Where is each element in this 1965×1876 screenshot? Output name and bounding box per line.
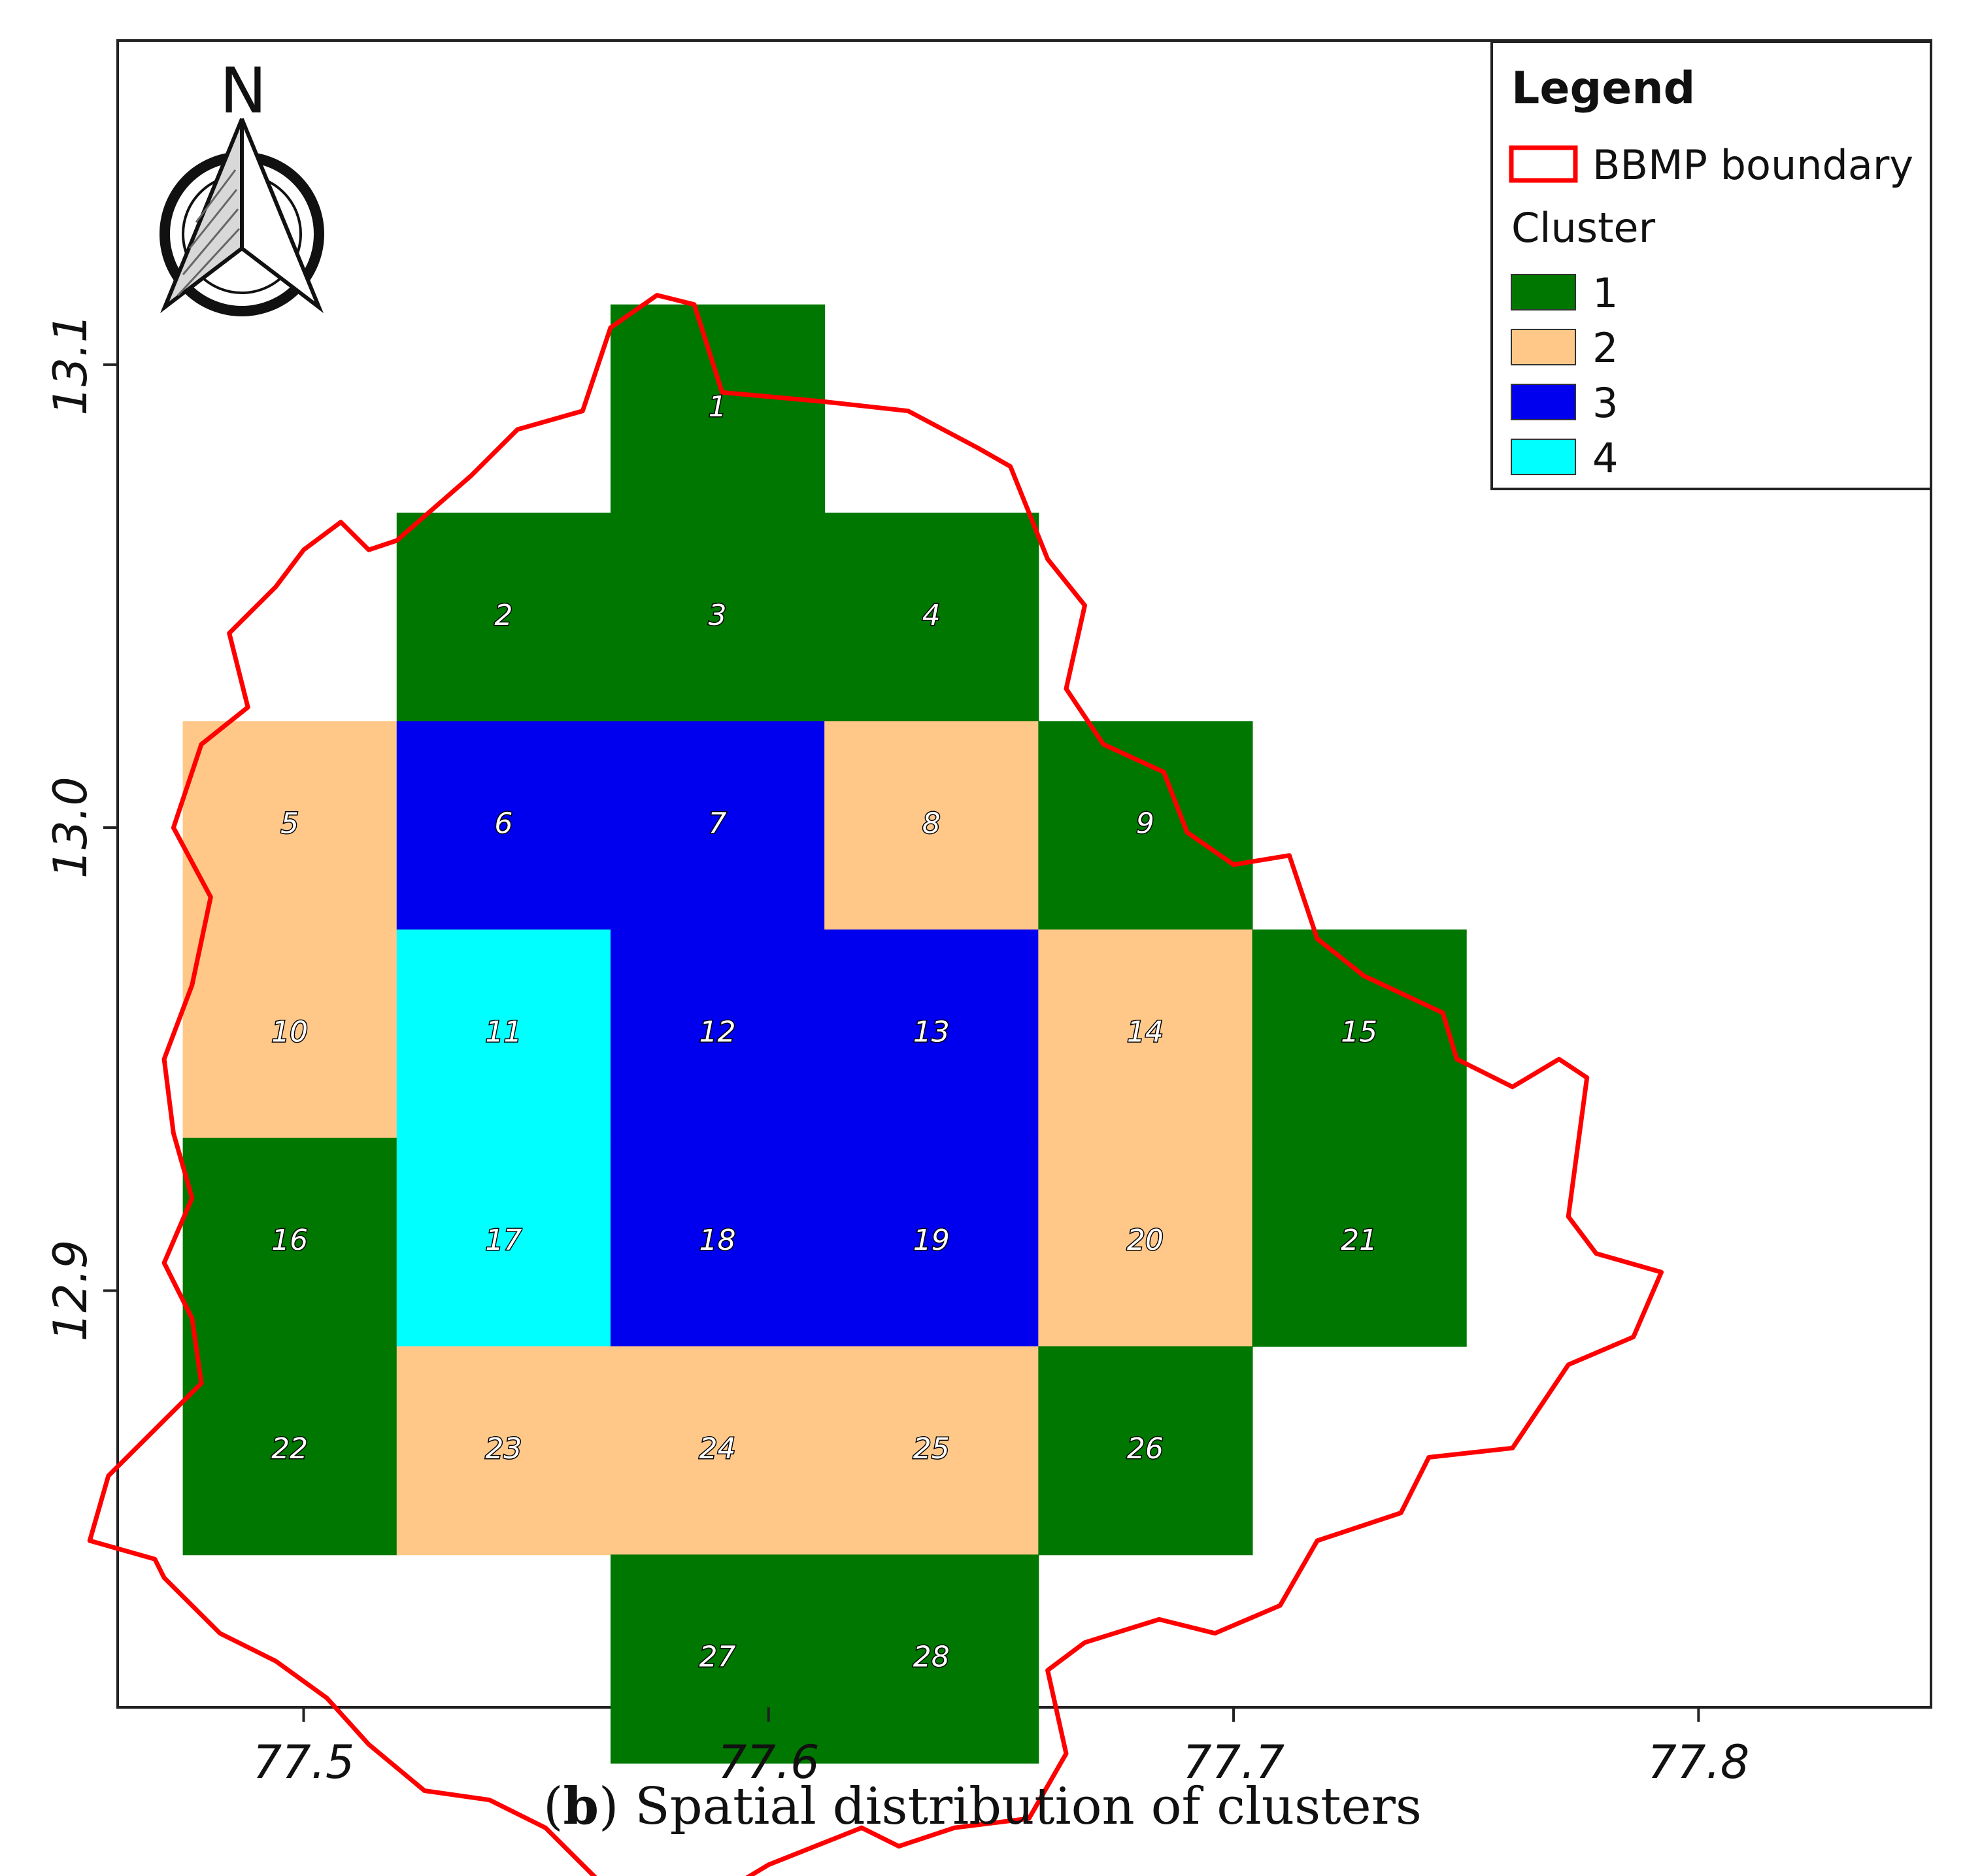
legend-swatch-cluster-3 [1511, 384, 1576, 420]
legend-cluster-items: 1 2 3 4 [1511, 269, 1618, 482]
caption-text: ) Spatial distribution of clusters [599, 1777, 1422, 1836]
grid-cell-label-11: 11 [485, 1015, 522, 1048]
grid-cell-28 [824, 1554, 1039, 1764]
boundary-layer [87, 293, 1664, 1876]
legend-cluster-heading: Cluster [1511, 204, 1656, 252]
grid-cell-label-5: 5 [280, 807, 299, 841]
grid-cell-10 [182, 930, 397, 1139]
north-arrow-right-half-icon [240, 118, 324, 314]
legend-label-cluster-3: 3 [1592, 379, 1618, 427]
y-tick-label: 13.0 [44, 777, 97, 879]
grid-cell-label-6: 6 [494, 807, 512, 841]
grid-cell-26 [1038, 1346, 1253, 1556]
legend-label-cluster-4: 4 [1592, 434, 1618, 482]
grid-cell-label-14: 14 [1127, 1015, 1164, 1048]
grid-cell-label-28: 28 [913, 1641, 950, 1674]
grid-cell-17 [396, 1137, 611, 1347]
caption-open: ( [543, 1777, 563, 1836]
grid-cell-4 [824, 512, 1039, 722]
legend-swatch-cluster-2 [1511, 329, 1576, 365]
grid-cell-9 [1038, 721, 1253, 930]
grid-cell-label-1: 1 [709, 390, 727, 424]
legend-label-cluster-1: 1 [1592, 269, 1618, 317]
legend-boundary-label: BBMP boundary [1592, 141, 1913, 189]
grid-cell-1 [610, 304, 826, 514]
y-tick-label: 13.1 [44, 314, 97, 416]
grid-cell-20 [1038, 1137, 1253, 1347]
grid-cell-label-17: 17 [485, 1224, 522, 1257]
grid-cell-24 [610, 1346, 826, 1556]
grid-cell-label-21: 21 [1341, 1224, 1377, 1257]
grid-cells-layer [182, 304, 1467, 1764]
north-arrow-letter: N [220, 54, 267, 127]
grid-cell-19 [824, 1137, 1039, 1347]
x-tick-label: 77.7 [1183, 1735, 1285, 1789]
grid-cell-label-18: 18 [699, 1224, 736, 1257]
x-tick-label: 77.8 [1647, 1735, 1749, 1789]
grid-cell-label-12: 12 [699, 1015, 736, 1048]
legend-label-cluster-2: 2 [1592, 324, 1618, 372]
grid-cell-3 [610, 512, 826, 722]
legend: Legend BBMP boundary Cluster 1 2 3 4 [1490, 41, 1932, 490]
grid-cell-label-3: 3 [709, 599, 727, 632]
grid-cell-7 [610, 721, 826, 930]
grid-cell-16 [182, 1137, 397, 1347]
legend-boundary-swatch [1509, 145, 1578, 183]
grid-cell-14 [1038, 930, 1253, 1139]
grid-cell-label-8: 8 [922, 807, 941, 841]
grid-cell-6 [396, 721, 611, 930]
grid-cell-11 [396, 930, 611, 1139]
grid-cell-label-27: 27 [699, 1641, 736, 1674]
legend-title: Legend [1511, 63, 1695, 114]
grid-cell-label-10: 10 [271, 1015, 308, 1048]
grid-cell-23 [396, 1346, 611, 1556]
figure-caption: (b) Spatial distribution of clusters [0, 1777, 1965, 1836]
legend-swatch-cluster-1 [1511, 274, 1576, 310]
grid-cell-label-23: 23 [485, 1432, 522, 1466]
grid-cell-label-9: 9 [1136, 807, 1154, 841]
grid-cell-8 [824, 721, 1039, 930]
x-tick-label: 77.6 [718, 1735, 820, 1789]
grid-cell-2 [396, 512, 611, 722]
x-tick-label: 77.5 [253, 1735, 355, 1789]
grid-cell-label-19: 19 [913, 1224, 950, 1257]
grid-cell-18 [610, 1137, 826, 1347]
legend-swatch-cluster-4 [1511, 439, 1576, 475]
grid-cell-label-24: 24 [699, 1432, 736, 1466]
grid-cell-label-25: 25 [913, 1432, 950, 1466]
grid-cell-13 [824, 930, 1039, 1139]
grid-cell-22 [182, 1346, 397, 1556]
grid-cell-label-2: 2 [494, 599, 512, 632]
grid-cell-label-20: 20 [1127, 1224, 1164, 1257]
grid-cell-15 [1252, 930, 1467, 1139]
grid-cell-27 [610, 1554, 826, 1764]
grid-cell-label-16: 16 [271, 1224, 308, 1257]
axis-ticks-layer: 77.5 77.6 77.7 77.8 13.1 13.0 12.9 [44, 314, 1749, 1789]
grid-cell-21 [1252, 1137, 1467, 1347]
grid-cell-5 [182, 721, 397, 930]
grid-cell-25 [824, 1346, 1039, 1556]
grid-cell-12 [610, 930, 826, 1139]
grid-cell-label-13: 13 [913, 1015, 950, 1048]
grid-cell-label-26: 26 [1127, 1432, 1164, 1466]
caption-letter: b [563, 1777, 599, 1836]
grid-cell-label-4: 4 [922, 599, 941, 632]
y-tick-label: 12.9 [44, 1240, 97, 1342]
grid-cell-label-22: 22 [271, 1432, 308, 1466]
grid-cell-label-15: 15 [1341, 1015, 1377, 1048]
grid-cell-label-7: 7 [709, 807, 727, 841]
bbmp-boundary-outline [87, 293, 1664, 1876]
north-arrow: N [160, 54, 324, 316]
